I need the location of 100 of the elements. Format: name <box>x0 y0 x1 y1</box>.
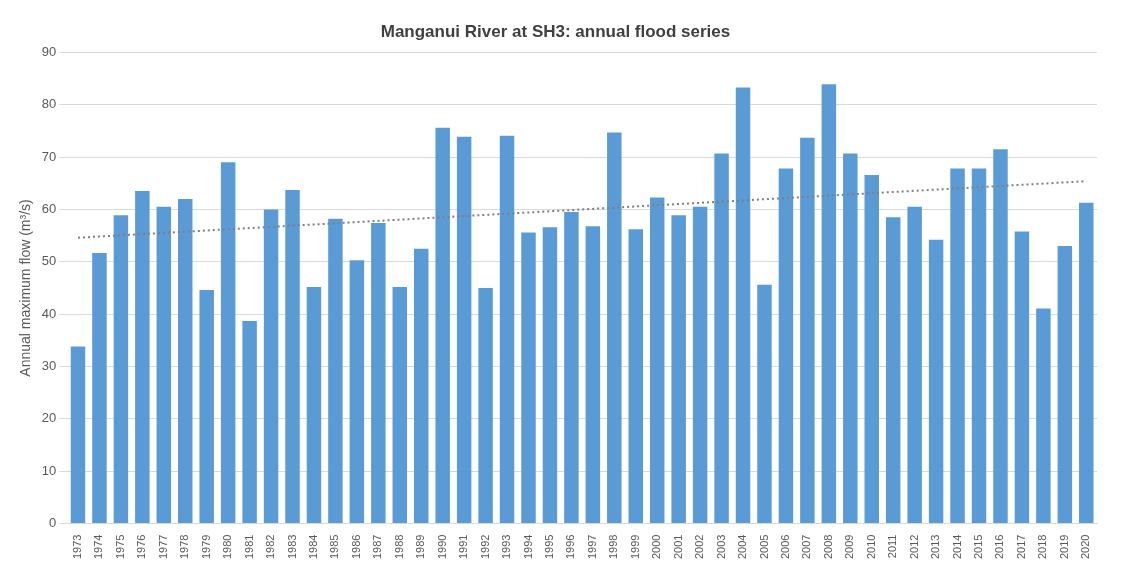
bar <box>306 286 322 524</box>
x-tick-label: 2012 <box>907 534 920 560</box>
bar <box>156 206 172 524</box>
x-tick-label: 2006 <box>778 534 791 560</box>
bar <box>714 153 729 524</box>
x-tick-label: 2020 <box>1079 534 1092 560</box>
x-tick-label: 2000 <box>650 534 663 560</box>
y-tick-label: 70 <box>41 148 57 164</box>
x-tick-label: 1997 <box>585 534 598 560</box>
bar <box>1079 202 1094 524</box>
y-tick-label: 30 <box>41 358 57 374</box>
bar <box>628 229 643 524</box>
x-tick-label: 2018 <box>1036 534 1049 560</box>
bar <box>178 198 193 524</box>
x-tick-label: 2009 <box>843 534 856 560</box>
bar <box>70 346 86 524</box>
y-tick-label: 20 <box>41 410 57 426</box>
y-tick-label: 60 <box>41 201 57 217</box>
chart-title: Manganui River at SH3: annual flood series <box>380 21 731 41</box>
x-tick-label: 2011 <box>886 534 899 559</box>
x-tick-label: 1987 <box>371 534 384 560</box>
x-tick-label: 1988 <box>392 534 405 560</box>
x-tick-label: 1983 <box>285 534 298 560</box>
x-tick-label: 2002 <box>693 534 706 560</box>
bar <box>413 248 429 524</box>
x-tick-label: 1998 <box>607 534 620 560</box>
bar <box>199 290 214 524</box>
bar <box>542 227 558 524</box>
x-tick-label: 1990 <box>435 534 448 560</box>
bar <box>135 191 150 524</box>
x-tick-label: 2017 <box>1014 534 1027 560</box>
x-tick-label: 2019 <box>1057 534 1070 560</box>
bar <box>800 137 815 524</box>
x-tick-label: 1974 <box>92 534 105 560</box>
bar <box>821 84 837 524</box>
x-tick-label: 1991 <box>457 534 470 560</box>
x-tick-label: 1982 <box>264 534 277 560</box>
x-tick-label: 2014 <box>950 534 963 560</box>
bar <box>349 260 365 524</box>
bar <box>885 217 901 524</box>
bar <box>456 136 472 524</box>
x-tick-label: 2013 <box>929 534 942 560</box>
x-tick-label: 2003 <box>714 534 727 560</box>
bar <box>328 218 343 524</box>
y-tick-label: 80 <box>41 96 57 112</box>
bar <box>521 232 536 524</box>
x-tick-label: 2007 <box>800 534 813 560</box>
bar <box>392 286 408 524</box>
bar <box>92 252 107 524</box>
x-tick-label: 1978 <box>178 534 191 560</box>
bar <box>371 223 386 524</box>
bar <box>671 215 686 524</box>
x-tick-label: 1986 <box>349 534 362 560</box>
bar <box>692 206 708 524</box>
x-tick-label: 2004 <box>736 534 749 560</box>
bar <box>864 174 879 524</box>
bar <box>778 168 794 524</box>
bar <box>220 162 236 524</box>
x-tick-label: 1975 <box>113 534 126 560</box>
bar <box>907 206 922 524</box>
bar <box>585 226 601 524</box>
x-tick-label: 1973 <box>71 534 84 560</box>
bar <box>499 135 515 524</box>
bar <box>971 168 987 524</box>
x-tick-label: 1985 <box>328 534 341 560</box>
x-tick-label: 2015 <box>972 534 985 560</box>
x-tick-label: 2016 <box>993 534 1006 560</box>
y-tick-label: 40 <box>41 305 57 321</box>
x-tick-label: 1999 <box>628 534 641 560</box>
x-tick-label: 1995 <box>542 534 555 560</box>
bar <box>607 132 622 524</box>
bar <box>242 320 257 524</box>
x-tick-label: 1979 <box>199 534 212 560</box>
x-tick-label: 2010 <box>864 534 877 560</box>
bar <box>1036 308 1051 524</box>
y-tick-label: 0 <box>49 515 57 531</box>
bar <box>263 209 279 524</box>
x-tick-label: 1976 <box>135 534 148 560</box>
x-tick-label: 1980 <box>221 534 234 560</box>
bar <box>735 87 751 524</box>
x-tick-label: 2001 <box>671 534 684 560</box>
y-tick-label: 90 <box>41 43 57 59</box>
bar <box>113 215 129 524</box>
bar <box>928 239 944 524</box>
bar <box>649 197 665 524</box>
bar <box>435 127 450 524</box>
x-tick-label: 1981 <box>242 534 255 560</box>
bar <box>564 212 579 524</box>
x-tick-label: 1989 <box>414 534 427 560</box>
bar <box>993 149 1008 524</box>
bar <box>285 190 300 524</box>
x-tick-label: 1993 <box>500 534 513 560</box>
y-axis-title: Annual maximum flow (m³/s) <box>17 199 34 377</box>
bar <box>950 168 965 524</box>
x-tick-label: 2008 <box>821 534 834 560</box>
bar <box>1014 231 1030 524</box>
x-tick-label: 1994 <box>521 534 534 560</box>
y-tick-label: 10 <box>41 462 57 478</box>
bar <box>478 287 493 524</box>
bar <box>1057 246 1073 524</box>
